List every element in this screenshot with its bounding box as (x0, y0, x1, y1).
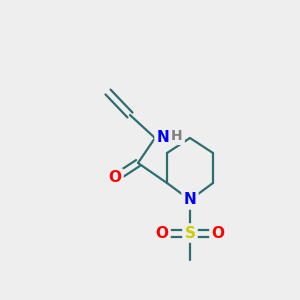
Text: O: O (109, 170, 122, 185)
Text: O: O (212, 226, 224, 241)
Text: O: O (155, 226, 169, 241)
Text: S: S (184, 226, 196, 241)
Text: N: N (157, 130, 169, 146)
Text: N: N (184, 193, 196, 208)
Text: H: H (171, 129, 183, 143)
